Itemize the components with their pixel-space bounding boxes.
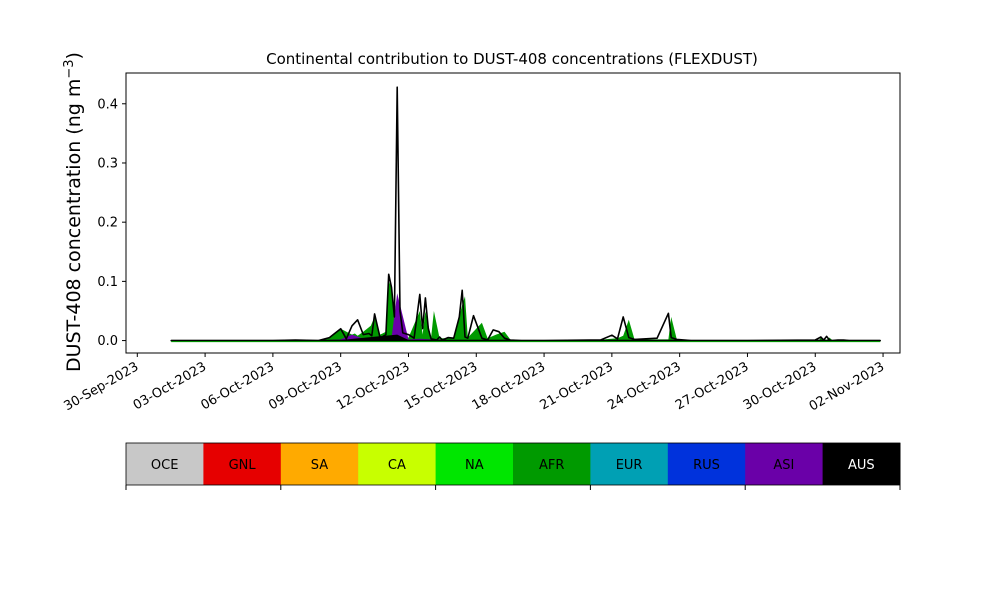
x-tick-label: 12-Oct-2023 [334,359,412,413]
x-tick-label: 09-Oct-2023 [266,359,344,413]
x-tick-label: 24-Oct-2023 [605,359,683,413]
y-tick-label: 0.3 [97,156,118,171]
legend-label-afr: AFR [539,458,564,473]
y-tick-label: 0.4 [97,97,118,112]
legend-label-oce: OCE [151,458,179,473]
legend-swatch-gnl [203,443,282,485]
total-line [170,86,881,342]
legend-swatch-asi [745,443,824,485]
legend-swatch-eur [590,443,669,485]
legend-label-gnl: GNL [229,458,257,473]
chart-title: Continental contribution to DUST-408 con… [266,50,758,68]
y-tick-label: 0.1 [97,275,118,290]
y-axis-label: DUST-408 concentration (ng m−3) [62,52,86,372]
y-tick-label: 0.2 [97,216,118,231]
legend-label-asi: ASI [773,458,794,473]
legend-swatch-aus [822,443,901,485]
legend-label-sa: SA [311,458,328,473]
legend-bar: OCE GNL SA CA NA AFR EUR RUS ASI AUS [125,442,901,490]
x-tick-label: 03-Oct-2023 [131,359,209,413]
legend-label-rus: RUS [693,458,720,473]
x-tick-label: 30-Oct-2023 [741,359,819,413]
x-tick-label: 15-Oct-2023 [402,359,480,413]
legend-label-na: NA [465,458,484,473]
legend-swatch-sa [280,443,359,485]
legend-swatch-ca [358,443,437,485]
axes: 0.00.10.20.30.430-Sep-202303-Oct-202306-… [61,72,901,414]
x-tick-label: 02-Nov-2023 [807,359,887,414]
area-afr [171,281,881,341]
area-aus [318,334,432,341]
legend-label-eur: EUR [616,458,643,473]
axes-frame [125,72,901,354]
legend-swatch-na [435,443,514,485]
legend-swatch-rus [667,443,746,485]
legend-swatch-oce [126,443,204,485]
y-tick-label: 0.0 [97,334,118,349]
legend-frame [125,442,901,486]
x-tick-label: 27-Oct-2023 [673,359,751,413]
plot-area [170,86,881,343]
x-tick-label: 21-Oct-2023 [537,359,615,413]
x-tick-label: 06-Oct-2023 [198,359,276,413]
legend-label-ca: CA [388,458,406,473]
x-tick-label: 18-Oct-2023 [470,359,548,413]
legend-label-aus: AUS [848,458,875,473]
legend-swatch-afr [513,443,591,485]
